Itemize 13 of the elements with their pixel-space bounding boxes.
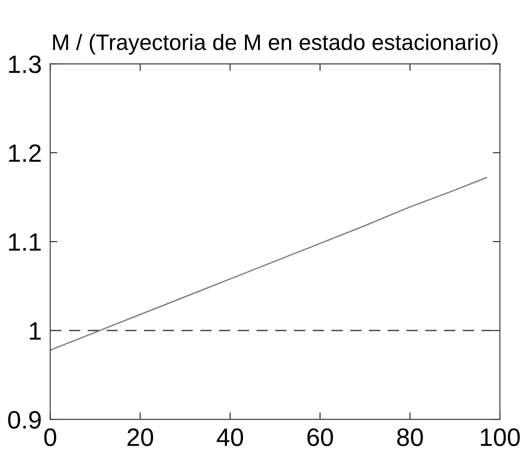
y-tick-label: 1 [30, 322, 41, 340]
x-tick-label: 100 [480, 428, 520, 446]
y-tick-label: 1.2 [9, 144, 41, 162]
line-series [50, 176, 488, 351]
x-tick-label: 40 [216, 428, 244, 446]
chart-title: M / (Trayectoria de M en estado estacionario) [53, 34, 498, 55]
x-tick-label: 60 [307, 428, 333, 446]
x-tick-label: 0 [44, 428, 56, 446]
y-tick-label: 1.1 [9, 233, 41, 251]
y-tick-label: 1.3 [9, 55, 41, 74]
x-tick-label: 20 [128, 428, 154, 446]
x-tick-label: 80 [397, 428, 423, 446]
y-tick-label: 0.9 [8, 411, 41, 429]
